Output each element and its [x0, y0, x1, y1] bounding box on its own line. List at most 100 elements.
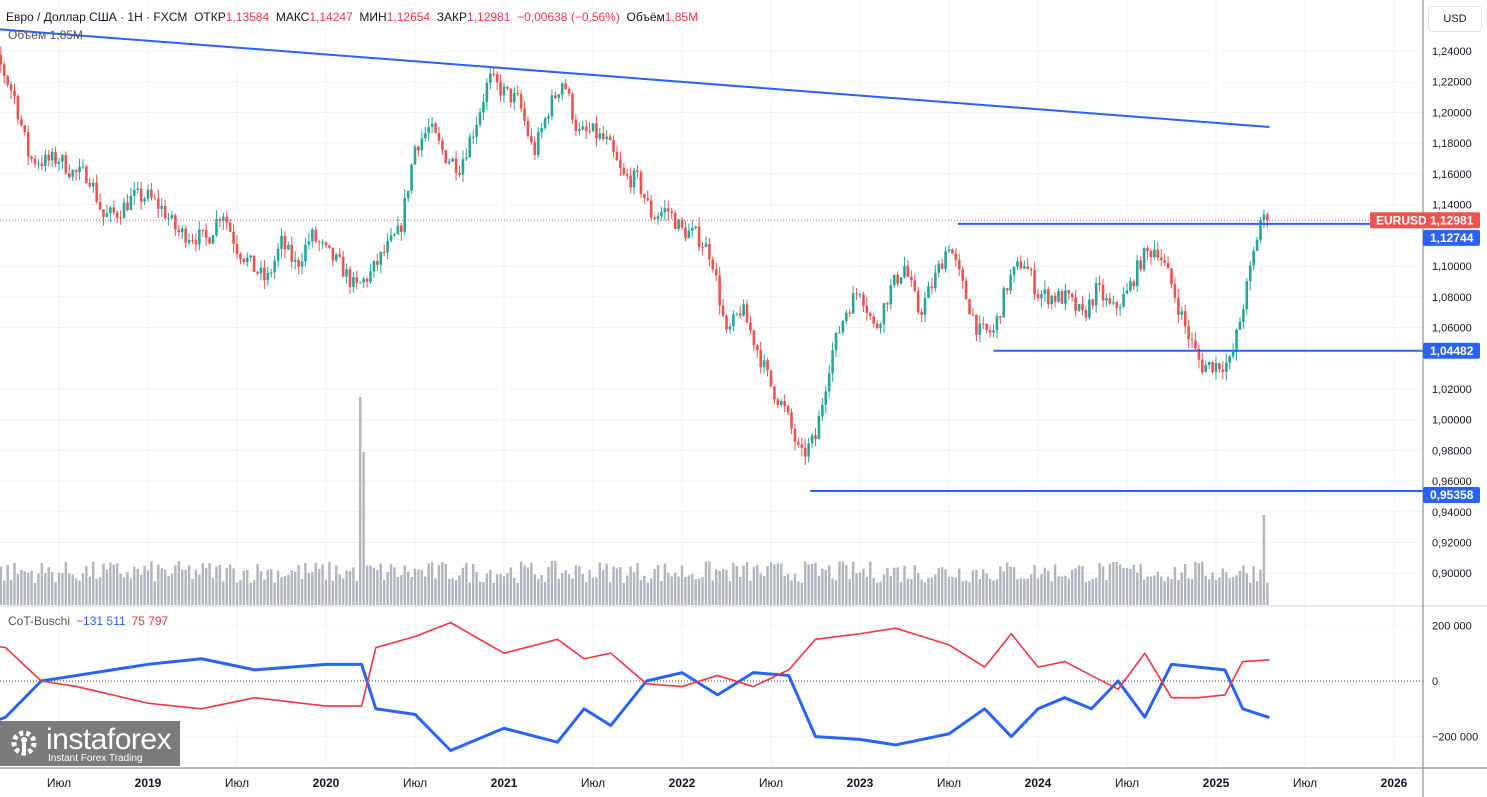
candle — [180, 228, 184, 233]
candle — [934, 272, 937, 288]
candle — [441, 140, 444, 151]
time-tick-label: 2020 — [313, 776, 340, 790]
volume-bar — [523, 565, 526, 605]
candle — [865, 305, 869, 314]
candle — [1094, 283, 1098, 306]
price-tick-label: 1,20000 — [1432, 107, 1472, 119]
volume-bar — [968, 582, 971, 605]
candle — [1050, 295, 1053, 305]
volume-bar — [1173, 566, 1177, 605]
volume-bar — [670, 576, 673, 605]
candle — [786, 405, 790, 413]
volume-bar — [564, 570, 567, 605]
volume-bar — [605, 563, 608, 605]
volume-bar — [632, 572, 636, 605]
candle — [910, 276, 913, 281]
volume-bar — [314, 562, 317, 605]
volume-bar — [663, 563, 667, 605]
volume-bar — [345, 570, 348, 605]
candle — [44, 154, 47, 167]
volume-bar — [728, 581, 732, 605]
candle — [526, 121, 530, 136]
candle — [119, 217, 122, 219]
volume-bar — [297, 565, 300, 605]
time-tick-label: Июл — [759, 776, 783, 790]
volume-bar — [773, 564, 776, 605]
volume-bar — [862, 568, 865, 605]
volume-bar — [947, 577, 951, 605]
candle — [406, 190, 410, 198]
volume-bar — [875, 582, 879, 605]
volume-bar — [502, 576, 506, 605]
candle — [57, 161, 61, 164]
candle — [516, 93, 519, 95]
candle — [957, 259, 961, 270]
candle — [1129, 281, 1132, 291]
candle — [536, 132, 540, 156]
instaforex-logo: instaforex Instant Forex Trading — [0, 721, 180, 766]
candle — [571, 93, 574, 120]
candle — [126, 202, 129, 211]
volume-bar — [352, 567, 355, 605]
candle — [547, 116, 550, 119]
volume-bar — [869, 561, 872, 605]
candle — [338, 254, 341, 257]
candle — [540, 128, 543, 133]
candle — [410, 164, 413, 191]
candle — [1170, 268, 1173, 285]
volume-bar — [691, 574, 694, 605]
candle — [793, 428, 797, 443]
volume-bar — [328, 561, 331, 605]
candle — [1064, 290, 1067, 304]
volume-bar — [906, 578, 910, 605]
candle — [971, 314, 975, 316]
close-label: ЗАКР — [436, 10, 468, 24]
candle — [372, 260, 376, 272]
candle — [204, 230, 208, 238]
volume-bar — [129, 578, 133, 605]
candle — [1173, 284, 1177, 298]
candles — [0, 46, 1269, 466]
candle — [1190, 339, 1194, 341]
volume-bar — [543, 581, 547, 605]
volume-bar — [1201, 561, 1204, 605]
volume-bar — [958, 568, 961, 605]
volume-bar — [1177, 579, 1180, 605]
volume-bar — [396, 576, 400, 605]
candle — [328, 245, 331, 248]
candle — [225, 216, 229, 223]
volume-bar — [290, 570, 293, 605]
candle — [1153, 249, 1156, 258]
volume-bar — [163, 569, 167, 605]
open-label: ОТКР — [194, 10, 226, 24]
time-tick-label: 2021 — [491, 776, 518, 790]
volume-bar — [259, 571, 263, 605]
high-label: МАКС — [275, 10, 310, 24]
candle — [78, 166, 81, 173]
currency-button[interactable]: USD — [1428, 6, 1482, 32]
candle — [133, 189, 136, 196]
volume-bar — [557, 578, 560, 605]
volume-bar — [228, 564, 232, 605]
candle — [564, 83, 567, 89]
volume-bar — [376, 570, 379, 605]
volume-bar — [386, 572, 389, 605]
candle — [988, 329, 992, 333]
volume-bar — [1077, 565, 1081, 605]
candle — [1019, 261, 1023, 269]
candle — [259, 267, 263, 274]
trend-line — [0, 28, 1270, 129]
volume-bar — [92, 561, 95, 605]
volume-bar — [591, 577, 595, 605]
volume-bar — [1115, 561, 1118, 605]
volume-bar — [139, 574, 143, 605]
candle — [629, 175, 632, 188]
volume-bar — [1170, 578, 1173, 605]
candle — [143, 198, 146, 202]
volume-bar — [307, 573, 311, 605]
volume-bar — [985, 573, 988, 605]
candle — [1262, 214, 1266, 221]
level-price-tag: 1,04482 — [1430, 344, 1474, 358]
candle — [434, 123, 437, 133]
